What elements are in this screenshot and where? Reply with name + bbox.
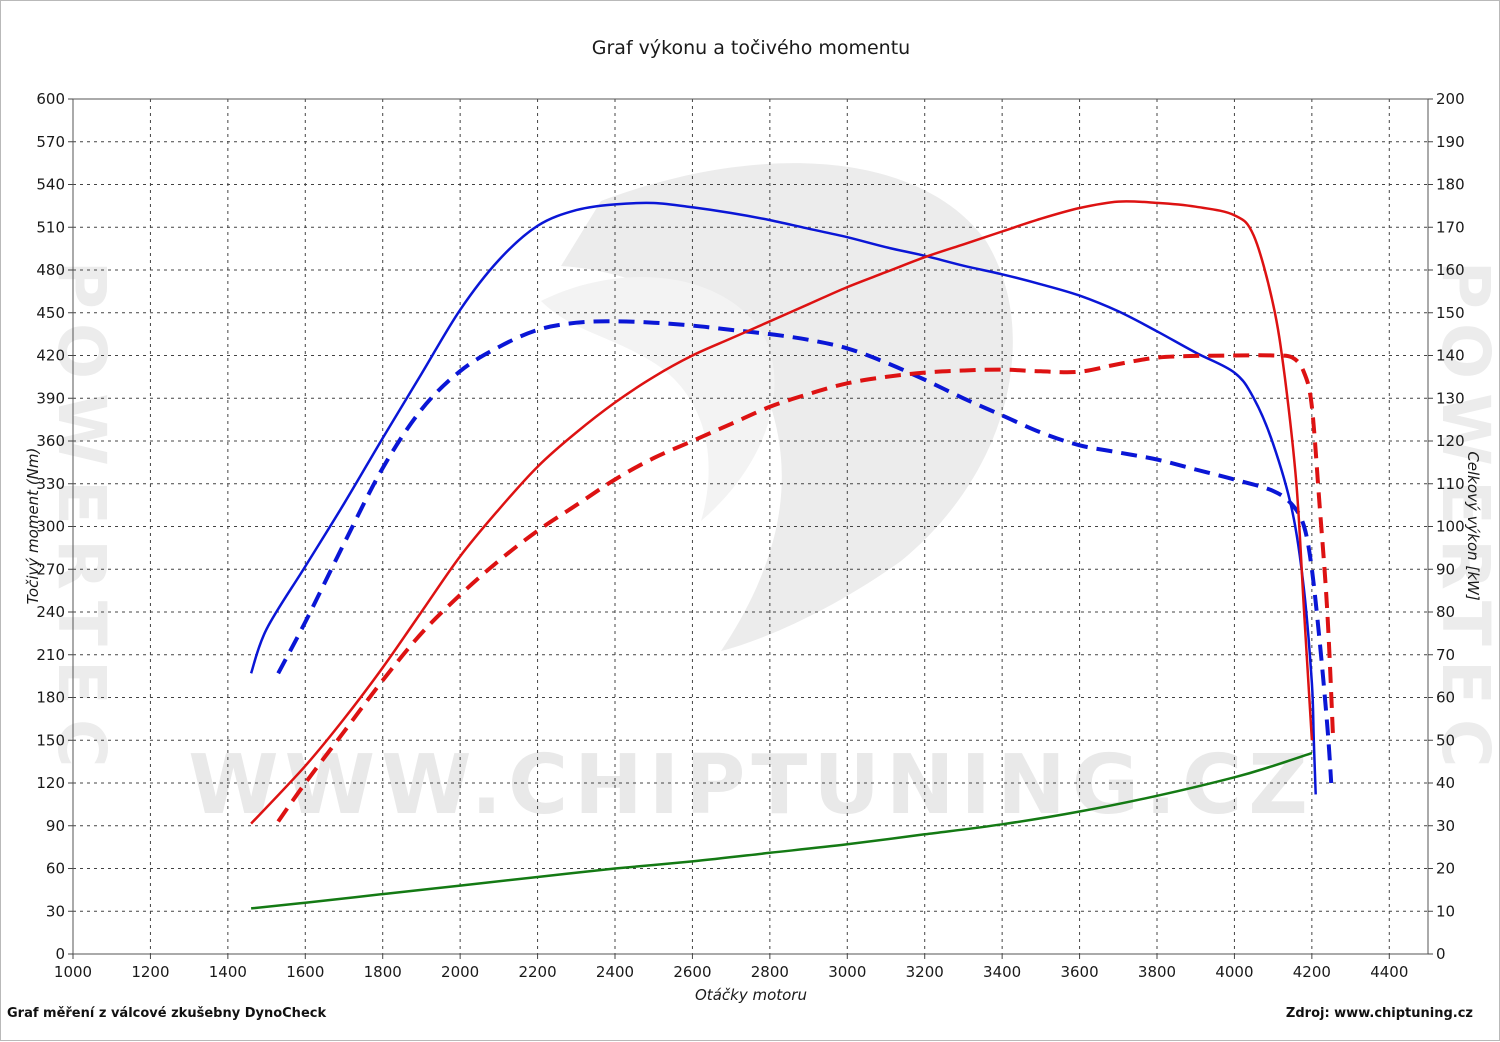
- loss-curve-line: [250, 751, 1313, 910]
- y-right-tick-label: 70: [1436, 646, 1455, 664]
- watermark: WWW.CHIPTUNING.CZ POWERTEC POWERTEC: [43, 163, 1500, 833]
- x-tick-label: 2800: [751, 963, 789, 981]
- x-tick-label: 3600: [1060, 963, 1098, 981]
- watermark-swoosh-inner: [541, 277, 775, 521]
- y-left-tick-label: 360: [36, 432, 65, 450]
- y-left-tick-label: 120: [36, 774, 65, 792]
- power-tuned-line: [250, 200, 1314, 825]
- chart-title: Graf výkonu a točivého momentu: [592, 37, 910, 59]
- torque-stock-line: [276, 319, 1334, 784]
- x-tick-label: 1600: [286, 963, 324, 981]
- y-left-tick-label: 300: [36, 518, 65, 536]
- y-left-tick-label: 480: [36, 261, 65, 279]
- x-tick-label: 1400: [209, 963, 247, 981]
- x-tick-label: 3200: [906, 963, 944, 981]
- y-right-tick-label: 30: [1436, 817, 1455, 835]
- y-right-tick-label: 200: [1436, 90, 1465, 108]
- y-right-tick-label: 60: [1436, 689, 1455, 707]
- y-right-tick-label: 170: [1436, 218, 1465, 236]
- footer-source-link: Zdroj: www.chiptuning.cz: [1285, 1006, 1473, 1021]
- x-tick-label: 4000: [1215, 963, 1253, 981]
- y-left-tick-label: 570: [36, 133, 65, 151]
- y-left-tick-label: 450: [36, 304, 65, 322]
- y-left-tick-label: 390: [36, 389, 65, 407]
- footer-source-note: Graf měření z válcové zkušebny DynoCheck: [7, 1006, 327, 1021]
- x-tick-label: 2200: [518, 963, 556, 981]
- series-group: [249, 200, 1336, 910]
- x-tick-label: 4400: [1370, 963, 1408, 981]
- x-tick-label: 2000: [441, 963, 479, 981]
- y-right-tick-label: 140: [1436, 347, 1465, 365]
- y-left-tick-label: 210: [36, 646, 65, 664]
- y-left-axis-label: Točivý moment (Nm): [24, 448, 42, 605]
- y-left-tick-label: 240: [36, 603, 65, 621]
- power-stock-line: [276, 353, 1336, 823]
- x-tick-label: 3800: [1138, 963, 1176, 981]
- x-tick-label: 1200: [131, 963, 169, 981]
- watermark-text: WWW.CHIPTUNING.CZ: [188, 738, 1314, 833]
- watermark-side-left: POWERTEC: [43, 261, 120, 782]
- watermark-swoosh-shape: [561, 163, 1013, 651]
- y-left-tick-label: 90: [46, 817, 65, 835]
- torque-tuned-line: [249, 201, 1317, 795]
- y-left-tick-label: 30: [46, 902, 65, 920]
- y-right-tick-label: 110: [1436, 475, 1465, 493]
- y-left-tick-label: 60: [46, 860, 65, 878]
- y-left-tick-label: 180: [36, 689, 65, 707]
- y-right-tick-label: 150: [1436, 304, 1465, 322]
- y-left-tick-label: 510: [36, 218, 65, 236]
- x-tick-label: 4200: [1293, 963, 1331, 981]
- y-left-tick-label: 0: [55, 945, 65, 963]
- watermark-side-right: POWERTEC: [1427, 261, 1500, 782]
- x-tick-label: 1800: [364, 963, 402, 981]
- y-right-tick-label: 190: [1436, 133, 1465, 151]
- y-right-tick-label: 50: [1436, 731, 1455, 749]
- x-tick-label: 3000: [828, 963, 866, 981]
- y-right-tick-label: 160: [1436, 261, 1465, 279]
- x-axis-ticks: 1000 1200 1400 1600 1800 2000 2200 2400 2600 2800…: [54, 954, 1408, 981]
- y-left-tick-label: 540: [36, 176, 65, 194]
- y-right-tick-label: 120: [1436, 432, 1465, 450]
- y-right-tick-label: 90: [1436, 560, 1455, 578]
- y-right-axis-ticks: 0 10 20 30 40 50 60 70 80 90 100 110 120 130 140 150 160…: [1428, 90, 1465, 963]
- y-right-tick-label: 40: [1436, 774, 1455, 792]
- x-tick-label: 2400: [596, 963, 634, 981]
- y-left-tick-label: 600: [36, 90, 65, 108]
- y-right-tick-label: 20: [1436, 860, 1455, 878]
- x-tick-label: 1000: [54, 963, 92, 981]
- x-axis-label: Otáčky motoru: [695, 986, 807, 1004]
- y-left-axis-ticks: 0 30 60 90 120 150 180 210 240 270 300 330 360 390 420…: [36, 90, 73, 963]
- y-right-tick-label: 180: [1436, 176, 1465, 194]
- grid: [73, 99, 1428, 954]
- y-right-tick-label: 10: [1436, 902, 1455, 920]
- x-tick-label: 3400: [983, 963, 1021, 981]
- y-right-tick-label: 0: [1436, 945, 1446, 963]
- y-left-tick-label: 270: [36, 560, 65, 578]
- y-right-tick-label: 100: [1436, 518, 1465, 536]
- y-left-tick-label: 330: [36, 475, 65, 493]
- x-tick-label: 2600: [673, 963, 711, 981]
- y-right-tick-label: 130: [1436, 389, 1465, 407]
- y-left-tick-label: 150: [36, 731, 65, 749]
- y-right-tick-label: 80: [1436, 603, 1455, 621]
- y-right-axis-label: Celkový výkon [kW]: [1464, 451, 1482, 601]
- y-left-tick-label: 420: [36, 347, 65, 365]
